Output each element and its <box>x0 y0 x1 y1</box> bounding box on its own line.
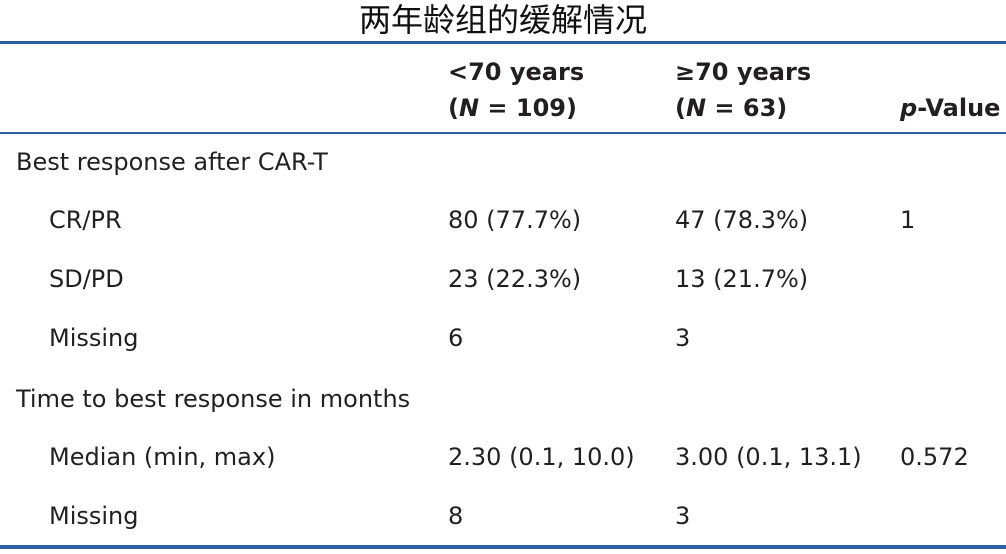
header-col-70-plus: ≥70 years (N = 63) <box>675 54 811 126</box>
cell-70-plus: 3 <box>675 502 691 530</box>
header-col-under-70-label: <70 years <box>448 58 585 86</box>
cell-under-70: 23 (22.3%) <box>448 265 582 293</box>
top-rule <box>0 41 1006 44</box>
row-label: Median (min, max) <box>49 443 276 471</box>
header-col-70-plus-label: ≥70 years <box>675 58 812 86</box>
cell-under-70: 6 <box>448 324 464 352</box>
header-col-p-value: p-Value <box>900 94 1001 122</box>
row-label: Missing <box>49 502 139 530</box>
cell-under-70: 2.30 (0.1, 10.0) <box>448 443 635 471</box>
bottom-rule <box>0 545 1006 549</box>
cell-under-70: 80 (77.7%) <box>448 206 582 234</box>
header-col-under-70: <70 years (N = 109) <box>448 54 584 126</box>
cell-under-70: 8 <box>448 502 464 530</box>
cell-70-plus: 3.00 (0.1, 13.1) <box>675 443 862 471</box>
cell-p-value: 1 <box>900 206 916 234</box>
cell-70-plus: 13 (21.7%) <box>675 265 809 293</box>
cell-p-value: 0.572 <box>900 443 969 471</box>
header-rule <box>0 132 1006 134</box>
table-title: 两年龄组的缓解情况 <box>358 1 647 39</box>
row-label: SD/PD <box>49 265 124 293</box>
cell-70-plus: 47 (78.3%) <box>675 206 809 234</box>
row-label: CR/PR <box>49 206 122 234</box>
row-label: Missing <box>49 324 139 352</box>
row-label: Best response after CAR-T <box>16 148 328 176</box>
header-col-under-70-n: (N = 109) <box>448 94 577 122</box>
header-col-70-plus-n: (N = 63) <box>675 94 788 122</box>
cell-70-plus: 3 <box>675 324 691 352</box>
row-label: Time to best response in months <box>16 385 411 413</box>
